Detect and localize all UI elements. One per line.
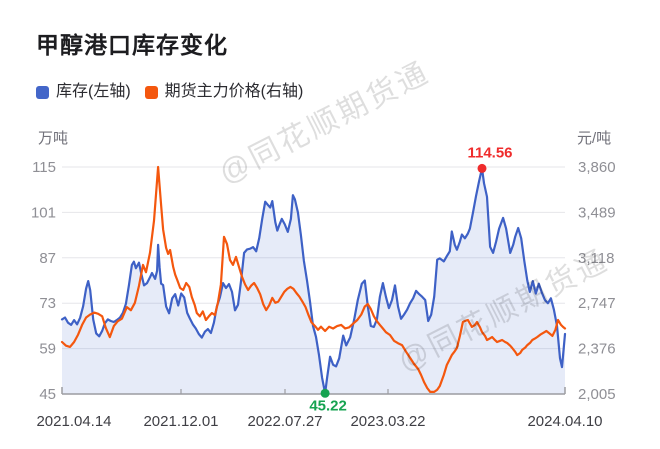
right-axis-tick-label: 3,860 <box>578 159 616 176</box>
high-point-dot <box>477 163 487 173</box>
right-axis-tick-label: 3,489 <box>578 204 616 221</box>
left-axis-tick-label: 101 <box>31 204 56 221</box>
low-point-label: 45.22 <box>309 397 347 414</box>
x-axis-label: 2023.03.22 <box>350 413 425 430</box>
right-axis-tick-label: 2,376 <box>578 341 616 358</box>
right-axis-tick-label: 3,118 <box>578 250 614 267</box>
inventory-swatch-icon <box>36 85 49 99</box>
left-axis-tick-label: 73 <box>39 295 56 312</box>
inventory-area <box>62 168 565 394</box>
right-axis-tick-label: 2,005 <box>578 386 616 403</box>
futures-price-swatch-icon <box>144 85 158 99</box>
x-axis-label: 2024.04.10 <box>527 413 602 430</box>
left-axis-tick-label: 87 <box>39 250 56 267</box>
low-point-dot <box>320 388 330 398</box>
legend: 库存(左轴) 期货主力价格(右轴) <box>36 84 303 100</box>
x-axis-label: 2021.04.14 <box>36 413 111 430</box>
legend-label-inventory: 库存(左轴) <box>56 83 131 100</box>
page-title: 甲醇港口库存变化 <box>36 32 228 58</box>
left-axis-unit: 万吨 <box>38 130 68 147</box>
right-axis-tick-label: 2,747 <box>578 295 616 312</box>
legend-label-futures-price: 期货主力价格(右轴) <box>164 83 304 100</box>
right-axis-unit: 元/吨 <box>577 130 611 147</box>
left-axis-tick-label: 115 <box>32 159 56 176</box>
high-point-label: 114.56 <box>467 144 512 161</box>
price-line <box>60 165 567 393</box>
left-axis-tick-label: 45 <box>39 386 56 403</box>
x-axis-label: 2021.12.01 <box>143 413 218 430</box>
legend-item-futures-price[interactable]: 期货主力价格(右轴) <box>144 83 304 100</box>
x-axis-label: 2022.07.27 <box>247 413 322 430</box>
left-axis-tick-label: 59 <box>39 341 56 358</box>
legend-item-inventory[interactable]: 库存(左轴) <box>36 84 131 100</box>
inventory-line <box>60 167 567 395</box>
